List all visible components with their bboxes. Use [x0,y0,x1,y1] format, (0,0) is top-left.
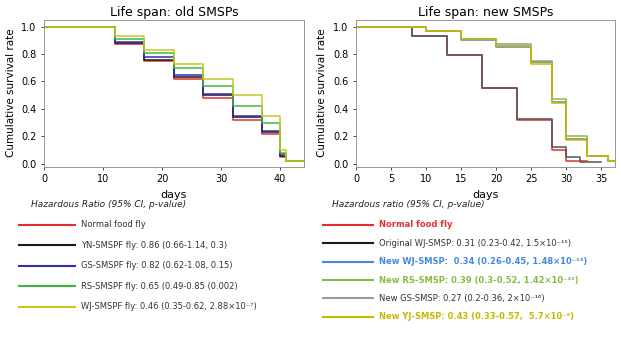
Text: New YJ-SMSP: 0.43 (0.33-0.57,  5.7×10⁻⁹): New YJ-SMSP: 0.43 (0.33-0.57, 5.7×10⁻⁹) [379,312,574,321]
Y-axis label: Cumulative survival rate: Cumulative survival rate [6,29,16,158]
Title: Life span: old SMSPs: Life span: old SMSPs [109,6,238,18]
Text: Hazardous ratio (95% CI, p-value): Hazardous ratio (95% CI, p-value) [332,200,485,209]
Text: New GS-SMSP: 0.27 (0.2-0.36, 2×10⁻¹⁶): New GS-SMSP: 0.27 (0.2-0.36, 2×10⁻¹⁶) [379,294,545,303]
Text: GS-SMSPF fly: 0.82 (0.62-1.08, 0.15): GS-SMSPF fly: 0.82 (0.62-1.08, 0.15) [81,261,232,270]
X-axis label: days: days [473,190,499,200]
Text: New WJ-SMSP:  0.34 (0.26-0.45, 1.48×10⁻¹³): New WJ-SMSP: 0.34 (0.26-0.45, 1.48×10⁻¹³… [379,257,587,266]
Text: RS-SMSPF fly: 0.65 (0.49-0.85 (0.002): RS-SMSPF fly: 0.65 (0.49-0.85 (0.002) [81,282,237,291]
Text: New RS-SMSP: 0.39 (0.3-0.52, 1.42×10⁻¹⁰): New RS-SMSP: 0.39 (0.3-0.52, 1.42×10⁻¹⁰) [379,275,578,285]
X-axis label: days: days [161,190,187,200]
Text: YN-SMSPF fly: 0.86 (0.66-1.14, 0.3): YN-SMSPF fly: 0.86 (0.66-1.14, 0.3) [81,241,227,250]
Y-axis label: Cumulative survival rate: Cumulative survival rate [317,29,327,158]
Text: Original WJ-SMSP: 0.31 (0.23-0.42, 1.5×10⁻¹⁵): Original WJ-SMSP: 0.31 (0.23-0.42, 1.5×1… [379,239,571,248]
Text: WJ-SMSPF fly: 0.46 (0.35-0.62, 2.88×10⁻⁷): WJ-SMSPF fly: 0.46 (0.35-0.62, 2.88×10⁻⁷… [81,302,256,312]
Title: Life span: new SMSPs: Life span: new SMSPs [418,6,553,18]
Text: Normal food fly: Normal food fly [379,220,452,229]
Text: Hazardous Ratio (95% CI, p-value): Hazardous Ratio (95% CI, p-value) [31,200,186,209]
Text: Normal food fly: Normal food fly [81,220,145,229]
